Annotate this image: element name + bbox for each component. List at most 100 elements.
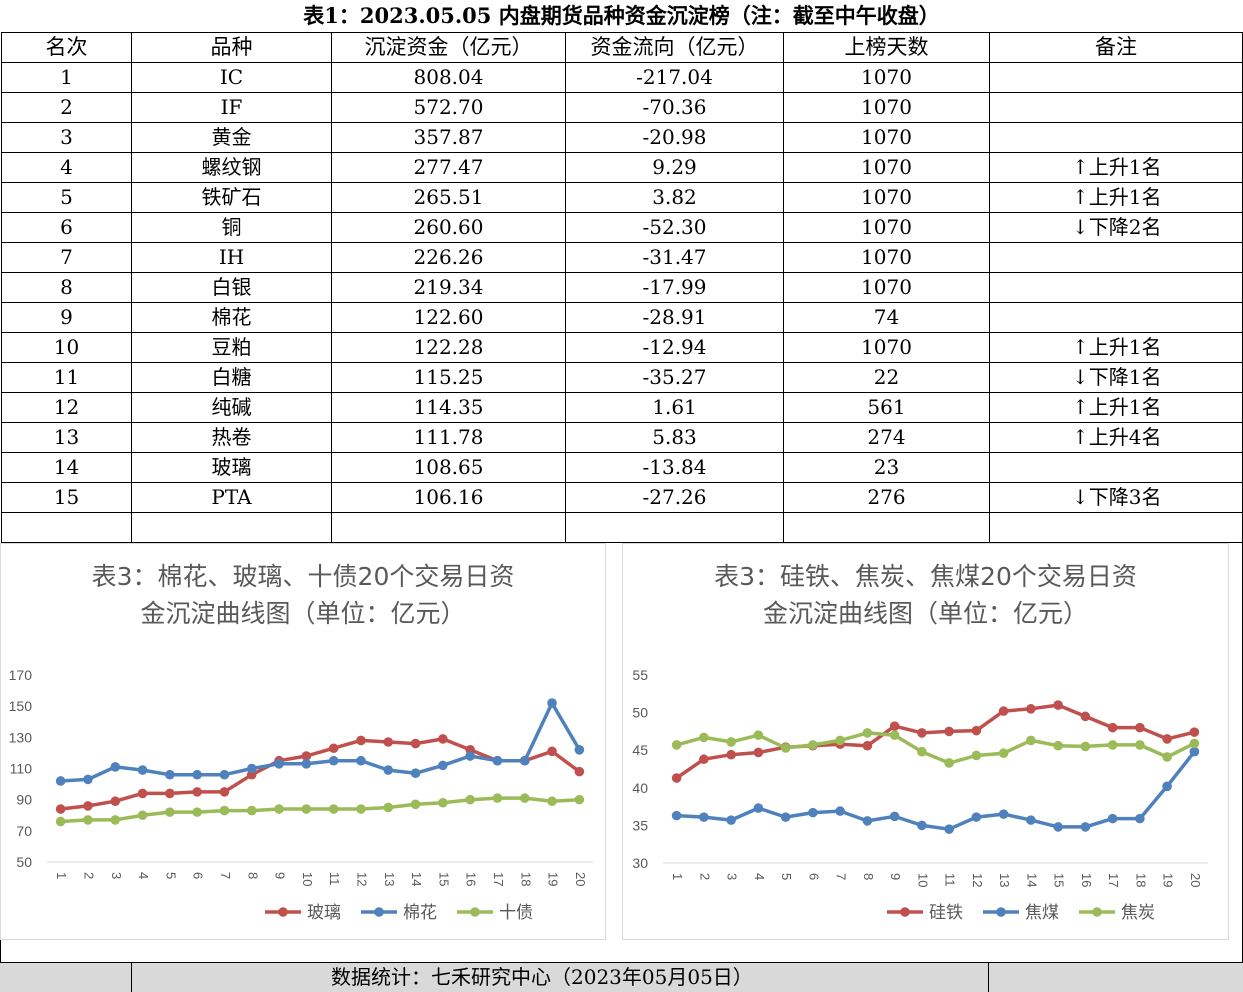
data-point [219,787,230,797]
data-point [547,796,557,807]
chart-title: 表3：硅铁、焦炭、焦煤20个交易日资 金沉淀曲线图（单位：亿元） [623,558,1228,632]
data-point [998,706,1009,716]
cell-capital: 108.65 [331,452,566,483]
x-tick-label: 11 [943,873,958,887]
x-tick-label: 15 [1052,873,1067,887]
data-point [55,776,66,786]
data-point [110,796,121,807]
x-tick-label: 15 [436,872,451,886]
cell-flow: -217.04 [565,62,784,93]
table-row: 12 纯碱 114.35 1.61 561 ↑上升1名 [1,392,1243,423]
data-point [165,807,175,817]
cell-variety: 棉花 [131,302,332,333]
cell-variety: 铁矿石 [131,182,332,213]
data-point [274,804,284,814]
cell-capital: 114.35 [331,392,566,423]
cell-rank: 6 [1,212,132,243]
data-point [110,762,121,772]
cell-variety: PTA [131,482,332,513]
cell-variety: 黄金 [131,122,332,153]
cell-note: ↑上升1名 [989,182,1243,213]
data-point [219,805,230,816]
cell-note: ↓下降2名 [989,212,1243,243]
cell-flow: -35.27 [565,362,784,393]
data-point [410,768,421,778]
data-point [971,725,982,736]
data-point [1162,734,1172,744]
cell-rank: 7 [1,242,132,273]
data-point [356,735,366,746]
cell-days: 1070 [783,242,990,273]
table-row: 6 铜 260.60 -52.30 1070 ↓下降2名 [1,212,1243,243]
table-row: 10 豆粕 122.28 -12.94 1070 ↑上升1名 [1,332,1243,363]
data-point [438,760,448,771]
data-point [1026,815,1036,825]
data-point [192,787,202,797]
cell-note [989,512,1243,543]
cell-rank: 2 [1,92,132,123]
cell-note: ↑上升1名 [989,392,1243,423]
x-tick-label: 8 [861,873,876,880]
cell-note [989,92,1243,123]
cell-days: 1070 [783,332,990,363]
cell-rank: 11 [1,362,132,393]
cell-days: 1070 [783,272,990,303]
legend-swatch-marker [470,907,480,917]
data-point [356,804,366,814]
data-point [465,794,475,805]
data-point [971,750,982,761]
cell-rank: 12 [1,392,132,423]
data-point [301,751,312,761]
chart-title-line2: 金沉淀曲线图（单位：亿元） [140,599,466,628]
x-tick-label: 18 [518,872,533,886]
data-point [699,754,709,765]
data-point [1053,700,1063,710]
table-row: 11 白糖 115.25 -35.27 22 ↓下降1名 [1,362,1243,393]
y-tick-label: 90 [16,792,32,808]
cell-note: ↑上升4名 [989,422,1243,453]
cell-rank: 3 [1,122,132,153]
data-point [547,698,557,708]
cell-variety: 白糖 [131,362,332,393]
cell-flow: -52.30 [565,212,784,243]
data-point [1080,822,1091,832]
x-tick-label: 6 [191,872,206,879]
legend-swatch-marker [1092,907,1102,917]
data-point [383,802,394,813]
legend-label: 玻璃 [307,903,341,923]
chart-cotton-glass-bond: 表3：棉花、玻璃、十债20个交易日资 金沉淀曲线图（单位：亿元） 50 70 90 1… [0,543,606,940]
data-point [889,811,900,822]
data-point [862,728,873,738]
cell-capital [331,512,566,543]
legend-swatch-marker [374,907,384,917]
cell-flow: -70.36 [565,92,784,123]
data-point [780,743,791,753]
x-tick-label: 19 [1161,873,1176,887]
data-point [410,799,421,810]
data-point [165,769,175,780]
table-row: 8 白银 219.34 -17.99 1070 [1,272,1243,303]
data-point [699,732,709,743]
legend-label: 焦炭 [1121,903,1155,923]
x-tick-label: 9 [888,873,903,880]
table-row: 4 螺纹钢 277.47 9.29 1070 ↑上升1名 [1,152,1243,183]
cell-capital: 122.60 [331,302,566,333]
cell-days: 1070 [783,122,990,153]
data-point [465,751,475,761]
cell-variety: IF [131,92,332,123]
data-point [110,815,121,825]
cell-capital: 265.51 [331,182,566,213]
cell-capital: 219.34 [331,272,566,303]
series-line-十债 [60,796,580,824]
table-row: 9 棉花 122.60 -28.91 74 [1,302,1243,333]
data-point [971,812,982,822]
data-point [438,797,448,808]
data-point [726,737,736,747]
data-point [917,728,927,738]
cell-variety: IH [131,242,332,273]
x-tick-label: 5 [779,873,794,880]
series-line-硅铁 [675,703,1195,780]
cell-flow [565,512,784,543]
cell-variety: IC [131,62,332,93]
legend-label: 十债 [499,903,533,923]
